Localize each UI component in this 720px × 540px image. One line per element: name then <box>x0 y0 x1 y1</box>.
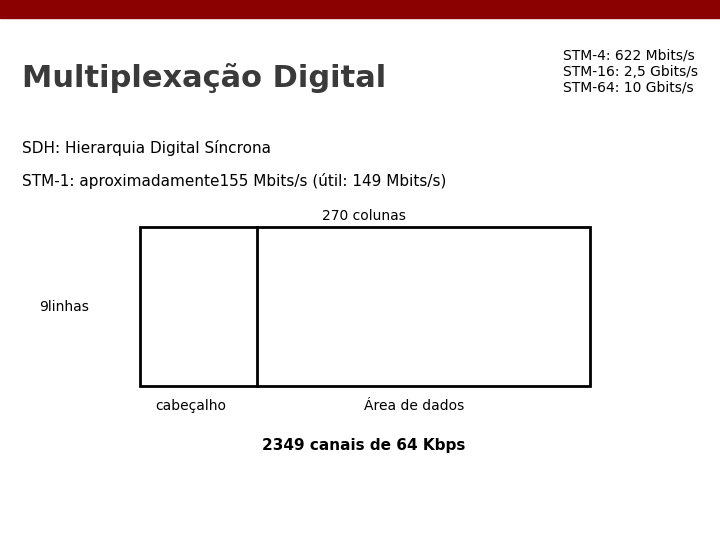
Bar <box>0 0 720 18</box>
Text: STM-1: aproximadamente155 Mbits/s (útil: 149 Mbits/s): STM-1: aproximadamente155 Mbits/s (útil:… <box>22 173 446 189</box>
Text: Área de dados: Área de dados <box>364 399 464 413</box>
Text: Multiplexação Digital: Multiplexação Digital <box>22 63 386 93</box>
Text: 9linhas: 9linhas <box>40 300 89 314</box>
Text: 2349 canais de 64 Kbps: 2349 canais de 64 Kbps <box>262 438 465 453</box>
Text: STM-4: 622 Mbits/s
STM-16: 2,5 Gbits/s
STM-64: 10 Gbits/s: STM-4: 622 Mbits/s STM-16: 2,5 Gbits/s S… <box>563 49 698 95</box>
Text: 270 colunas: 270 colunas <box>322 209 405 223</box>
Text: SDH: Hierarquia Digital Síncrona: SDH: Hierarquia Digital Síncrona <box>22 140 271 157</box>
Text: cabeçalho: cabeçalho <box>156 399 226 413</box>
Bar <box>140 227 590 386</box>
